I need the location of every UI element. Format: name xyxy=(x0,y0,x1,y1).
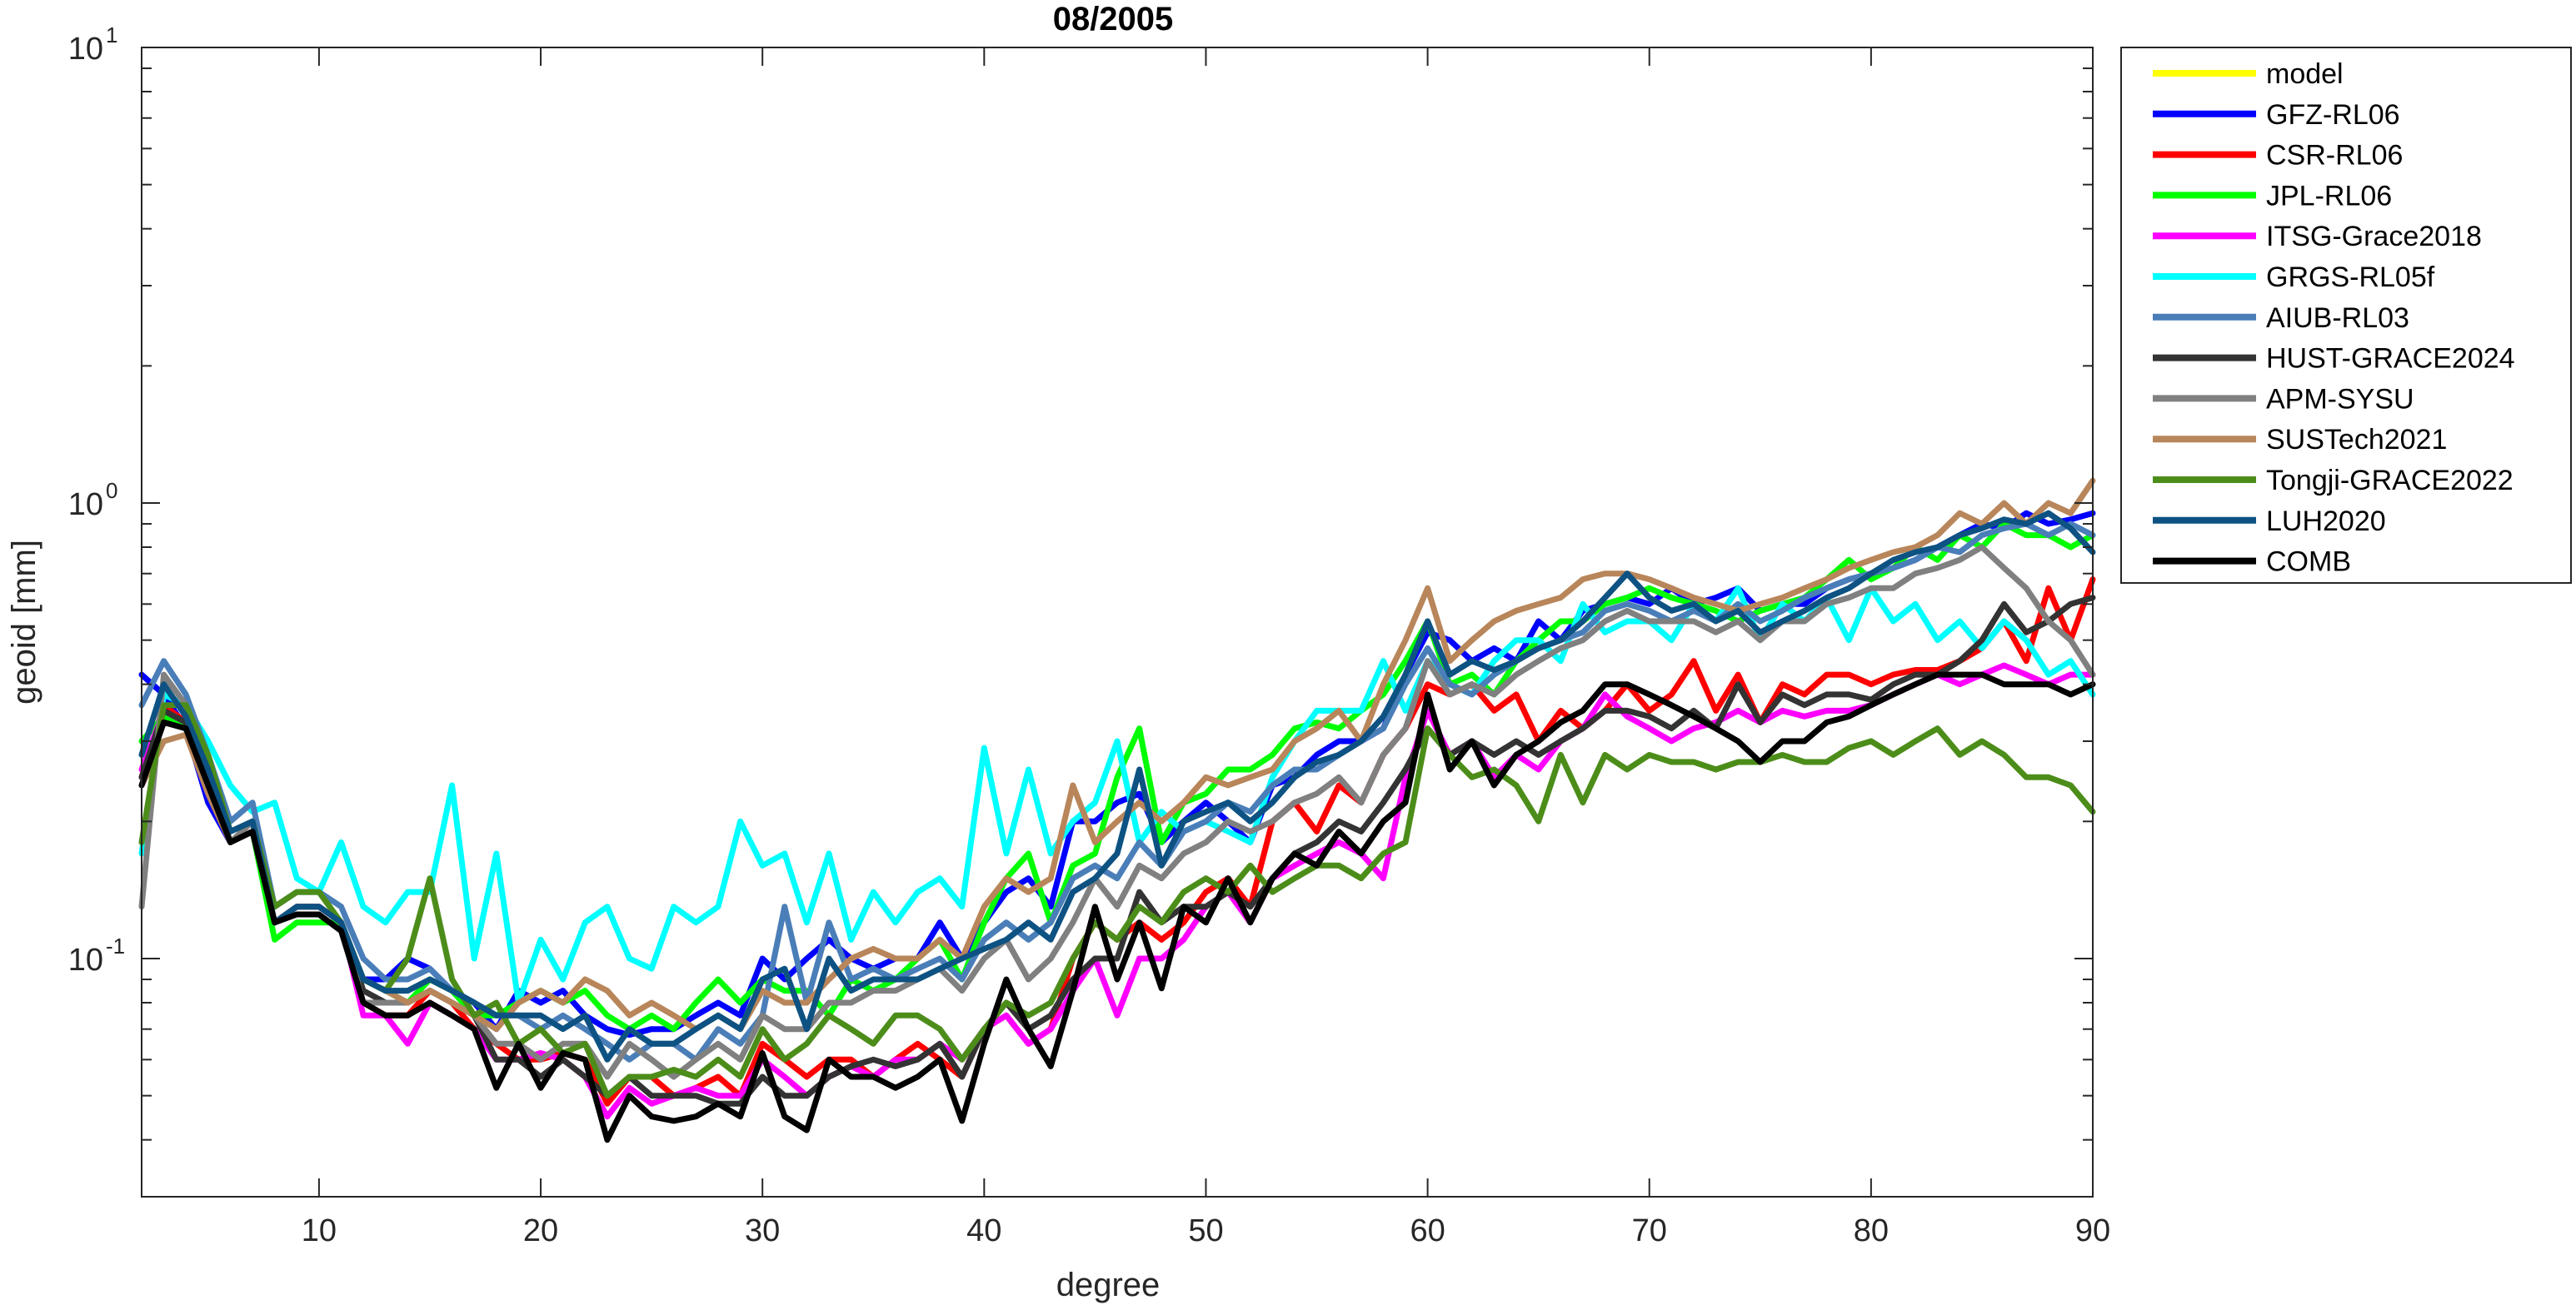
legend-entry: JPL-RL06 xyxy=(2153,180,2392,212)
legend-label: SUSTech2021 xyxy=(2266,424,2447,456)
y-tick-exponent: -1 xyxy=(106,934,125,959)
series-line-sustech2021 xyxy=(138,477,2096,1033)
series-line-comb xyxy=(138,671,2096,1143)
x-tick-label: 60 xyxy=(1410,1213,1445,1248)
legend-entry: GFZ-RL06 xyxy=(2153,99,2400,131)
x-axis-label: degree xyxy=(1056,1267,1161,1303)
legend-label: model xyxy=(2266,58,2344,90)
legend-label: JPL-RL06 xyxy=(2266,180,2392,212)
legend: model GFZ-RL06 CSR-RL06 JPL-RL06 ITSG-Grace2… xyxy=(2120,47,2572,584)
series-line-luh2020 xyxy=(138,510,2096,1063)
x-tick-label: 90 xyxy=(2075,1213,2110,1248)
x-tick-label: 80 xyxy=(1854,1213,1889,1248)
series-line-tongji-grace2022 xyxy=(138,702,2096,1099)
legend-entry: APM-SYSU xyxy=(2153,383,2414,415)
x-tick-label: 50 xyxy=(1188,1213,1223,1248)
legend-label: HUST-GRACE2024 xyxy=(2266,343,2515,375)
legend-entry: Tongji-GRACE2022 xyxy=(2153,465,2514,496)
series-lines xyxy=(138,477,2096,1143)
y-tick-label: 10 xyxy=(68,487,103,522)
legend-label: COMB xyxy=(2266,546,2351,578)
legend-label: GRGS-RL05f xyxy=(2266,261,2435,293)
legend-entry: SUSTech2021 xyxy=(2153,424,2447,456)
legend-entry: COMB xyxy=(2153,546,2351,578)
legend-label: CSR-RL06 xyxy=(2266,140,2403,172)
legend-entry: HUST-GRACE2024 xyxy=(2153,343,2515,375)
y-axis-label: geoid [mm] xyxy=(6,540,42,705)
legend-entry: GRGS-RL05f xyxy=(2153,261,2435,293)
legend-entry: AIUB-RL03 xyxy=(2153,302,2409,334)
y-tick-label: 10 xyxy=(68,32,103,67)
legend-entry: model xyxy=(2153,58,2344,90)
x-tick-label: 10 xyxy=(302,1213,337,1248)
legend-entry: LUH2020 xyxy=(2153,506,2386,537)
legend-label: APM-SYSU xyxy=(2266,383,2414,415)
legend-label: Tongji-GRACE2022 xyxy=(2266,465,2514,496)
x-tick-label: 30 xyxy=(745,1213,780,1248)
y-tick-exponent: 0 xyxy=(106,478,117,503)
chart-title: 08/2005 xyxy=(1053,1,1174,37)
legend-entry: CSR-RL06 xyxy=(2153,140,2403,172)
y-tick-exponent: 1 xyxy=(106,22,117,47)
legend-label: GFZ-RL06 xyxy=(2266,99,2400,131)
x-tick-label: 70 xyxy=(1632,1213,1667,1248)
plot-area xyxy=(141,47,2094,1198)
legend-label: LUH2020 xyxy=(2266,506,2386,537)
y-tick-label: 10 xyxy=(68,943,103,978)
x-tick-label: 40 xyxy=(966,1213,1001,1248)
legend-label: AIUB-RL03 xyxy=(2266,302,2409,334)
legend-entry: ITSG-Grace2018 xyxy=(2153,221,2482,252)
legend-label: ITSG-Grace2018 xyxy=(2266,221,2482,252)
x-tick-label: 20 xyxy=(523,1213,558,1248)
